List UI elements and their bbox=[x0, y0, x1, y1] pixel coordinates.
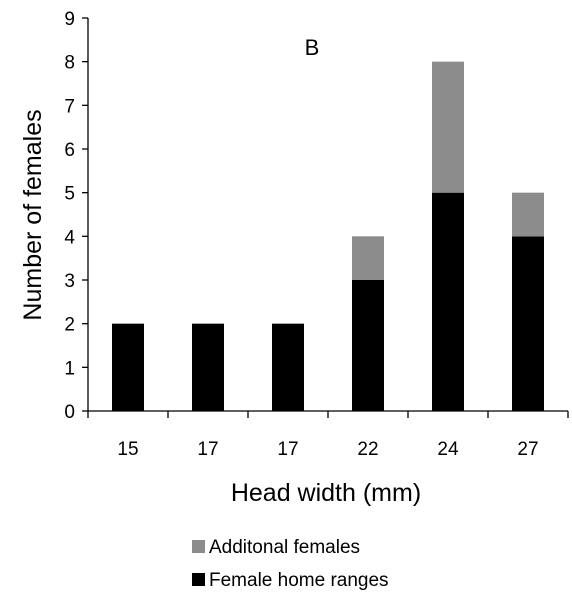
plot-area: 0 1 2 3 4 5 6 7 8 9 15 17 17 22 24 27 bbox=[64, 9, 569, 460]
x-tick-label: 15 bbox=[117, 439, 138, 460]
y-tick-label: 9 bbox=[64, 9, 75, 30]
y-tick-label: 1 bbox=[64, 358, 75, 379]
legend-label-additional-females: Additonal females bbox=[209, 537, 360, 558]
bar-segment-female-home-ranges bbox=[512, 236, 544, 411]
bar-segment-female-home-ranges bbox=[432, 192, 464, 411]
y-tick-label: 8 bbox=[64, 53, 75, 74]
legend-item-additional-females: Additonal females bbox=[192, 537, 360, 558]
legend-swatch-female-home-ranges bbox=[192, 573, 205, 586]
y-tick-label: 7 bbox=[64, 96, 75, 117]
x-tick-label: 17 bbox=[197, 439, 218, 460]
y-tick-label: 0 bbox=[64, 402, 75, 423]
x-tick-label: 17 bbox=[277, 439, 298, 460]
legend-label-female-home-ranges: Female home ranges bbox=[209, 570, 389, 591]
y-tick-label: 4 bbox=[64, 227, 75, 248]
bar-segment-female-home-ranges bbox=[352, 280, 384, 411]
bar-segment-additional-females bbox=[352, 236, 384, 280]
y-tick-label: 5 bbox=[64, 184, 75, 205]
x-tick-label: 22 bbox=[357, 439, 378, 460]
bar-segment-additional-females bbox=[432, 61, 464, 193]
y-axis-title: Number of females bbox=[19, 109, 47, 320]
bar-segment-female-home-ranges bbox=[192, 323, 224, 411]
y-tick-label: 3 bbox=[64, 271, 75, 292]
y-tick-label: 6 bbox=[64, 140, 75, 161]
x-tick-label: 27 bbox=[517, 439, 538, 460]
y-tick-label: 2 bbox=[64, 315, 75, 336]
legend-swatch-additional-females bbox=[192, 540, 205, 553]
bar-segment-female-home-ranges bbox=[272, 323, 304, 411]
bar-segment-additional-females bbox=[512, 192, 544, 237]
legend-item-female-home-ranges: Female home ranges bbox=[192, 570, 389, 591]
x-axis-title: Head width (mm) bbox=[231, 479, 421, 507]
bar-segment-female-home-ranges bbox=[112, 323, 144, 411]
legend: Additonal females Female home ranges bbox=[192, 537, 389, 591]
panel-label: B bbox=[305, 35, 320, 60]
x-tick-label: 24 bbox=[437, 439, 459, 460]
